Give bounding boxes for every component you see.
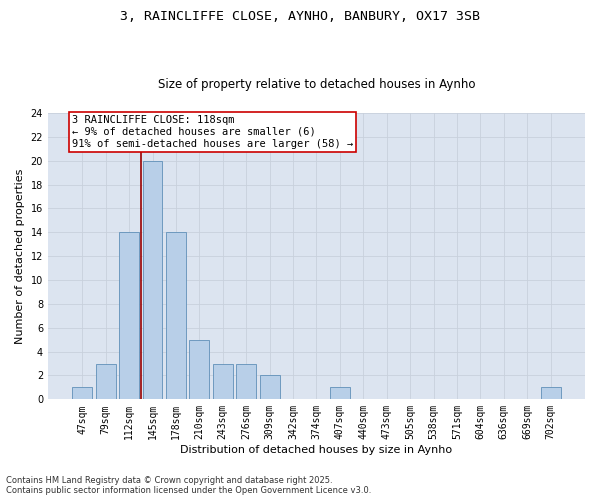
Bar — [260, 376, 280, 400]
Bar — [541, 388, 560, 400]
Bar — [96, 364, 116, 400]
Text: Contains HM Land Registry data © Crown copyright and database right 2025.
Contai: Contains HM Land Registry data © Crown c… — [6, 476, 371, 495]
Bar — [190, 340, 209, 400]
Bar — [236, 364, 256, 400]
Bar — [73, 388, 92, 400]
Y-axis label: Number of detached properties: Number of detached properties — [15, 168, 25, 344]
Bar — [119, 232, 139, 400]
Bar — [330, 388, 350, 400]
Bar — [166, 232, 186, 400]
Title: Size of property relative to detached houses in Aynho: Size of property relative to detached ho… — [158, 78, 475, 91]
Text: 3, RAINCLIFFE CLOSE, AYNHO, BANBURY, OX17 3SB: 3, RAINCLIFFE CLOSE, AYNHO, BANBURY, OX1… — [120, 10, 480, 23]
Text: 3 RAINCLIFFE CLOSE: 118sqm
← 9% of detached houses are smaller (6)
91% of semi-d: 3 RAINCLIFFE CLOSE: 118sqm ← 9% of detac… — [72, 116, 353, 148]
Bar — [213, 364, 233, 400]
X-axis label: Distribution of detached houses by size in Aynho: Distribution of detached houses by size … — [181, 445, 452, 455]
Bar — [143, 160, 163, 400]
